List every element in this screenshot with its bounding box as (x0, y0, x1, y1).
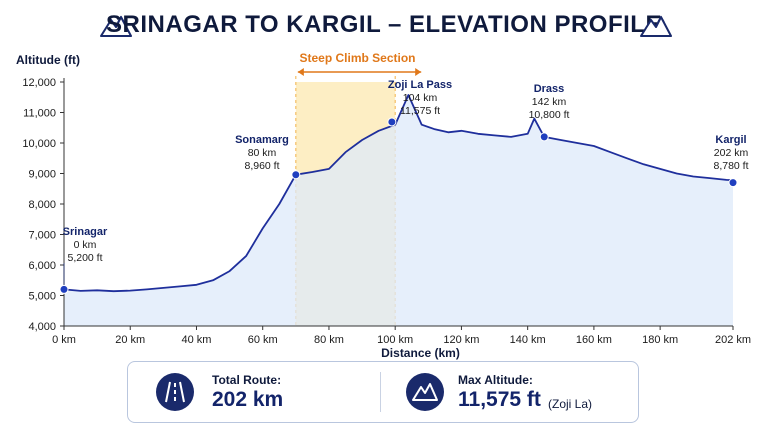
annotation-km: 142 km (532, 96, 567, 108)
annotation-alt: 10,800 ft (529, 109, 570, 121)
y-axis-title: Altitude (ft) (16, 53, 80, 67)
summary-divider (380, 372, 381, 412)
y-tick-label: 6,000 (28, 260, 56, 272)
marker-drass (539, 132, 549, 142)
route-value: 202 km (212, 388, 284, 411)
annotation-name: Sonamarg (235, 134, 289, 146)
marker-srinagar (59, 284, 69, 294)
annotation-km: 104 km (403, 92, 438, 104)
mountain-icon (100, 15, 132, 37)
annotation-km: 0 km (74, 239, 97, 251)
elevation-chart: 4,000 5,000 6,000 7,000 8,000 9,000 10,000 11,0… (22, 51, 751, 360)
road-icon (156, 373, 194, 411)
y-tick-label: 7,000 (28, 230, 56, 242)
x-tick-label: 40 km (181, 334, 211, 346)
y-tick-label: 5,000 (28, 291, 56, 303)
y-tick-label: 11,000 (23, 108, 56, 120)
mountain-icon (406, 373, 444, 411)
marker-zoji-la-pass (387, 117, 397, 127)
route-label: Total Route: (212, 373, 282, 387)
annotation-km: 202 km (714, 147, 749, 159)
x-tick-label: 100 km (377, 334, 413, 346)
y-tick-label: 8,000 (28, 199, 56, 211)
x-tick-label: 140 km (510, 334, 546, 346)
annotation-name: Srinagar (63, 226, 108, 238)
page-title: SRINAGAR TO KARGIL – ELEVATION PROFILE (106, 11, 662, 38)
x-tick-label: 120 km (443, 334, 479, 346)
title-row: SRINAGAR TO KARGIL – ELEVATION PROFILE (0, 8, 768, 42)
x-tick-label: 80 km (314, 334, 344, 346)
altitude-note: (Zoji La) (548, 397, 593, 411)
annotation-km: 80 km (248, 147, 277, 159)
x-tick-label: 160 km (576, 334, 612, 346)
summary-panel: Total Route: 202 km Max Altitude: 11,575… (127, 361, 639, 423)
annotation-alt: 8,780 ft (713, 160, 748, 172)
steep-section-arrow-left-head (297, 68, 304, 76)
marker-kargil (728, 178, 738, 188)
altitude-value: 11,575 ft (458, 388, 541, 411)
elevation-area (64, 95, 733, 326)
marker-sonamarg (291, 170, 301, 180)
annotation-name: Kargil (715, 134, 746, 146)
x-axis-title: Distance (km) (381, 346, 460, 360)
y-tick-label: 12,000 (22, 77, 56, 89)
steep-section-label: Steep Climb Section (299, 51, 415, 65)
steep-section-arrow-right-head (415, 68, 422, 76)
x-tick-label: 20 km (115, 334, 145, 346)
annotation-alt: 11,575 ft (400, 105, 440, 117)
annotation-alt: 8,960 ft (244, 160, 279, 172)
mountain-icon (640, 15, 672, 37)
annotation-alt: 5,200 ft (67, 252, 102, 264)
x-tick-label: 60 km (248, 334, 278, 346)
altitude-label: Max Altitude: (458, 373, 533, 387)
x-tick-label: 180 km (642, 334, 678, 346)
annotation-name: Zoji La Pass (388, 79, 452, 91)
y-tick-label: 4,000 (28, 321, 56, 333)
y-tick-label: 10,000 (22, 138, 56, 150)
annotation-name: Drass (534, 83, 565, 95)
y-tick-label: 9,000 (28, 169, 56, 181)
x-tick-label: 202 km (715, 334, 751, 346)
x-tick-label: 0 km (52, 334, 76, 346)
elevation-line (63, 94, 734, 293)
